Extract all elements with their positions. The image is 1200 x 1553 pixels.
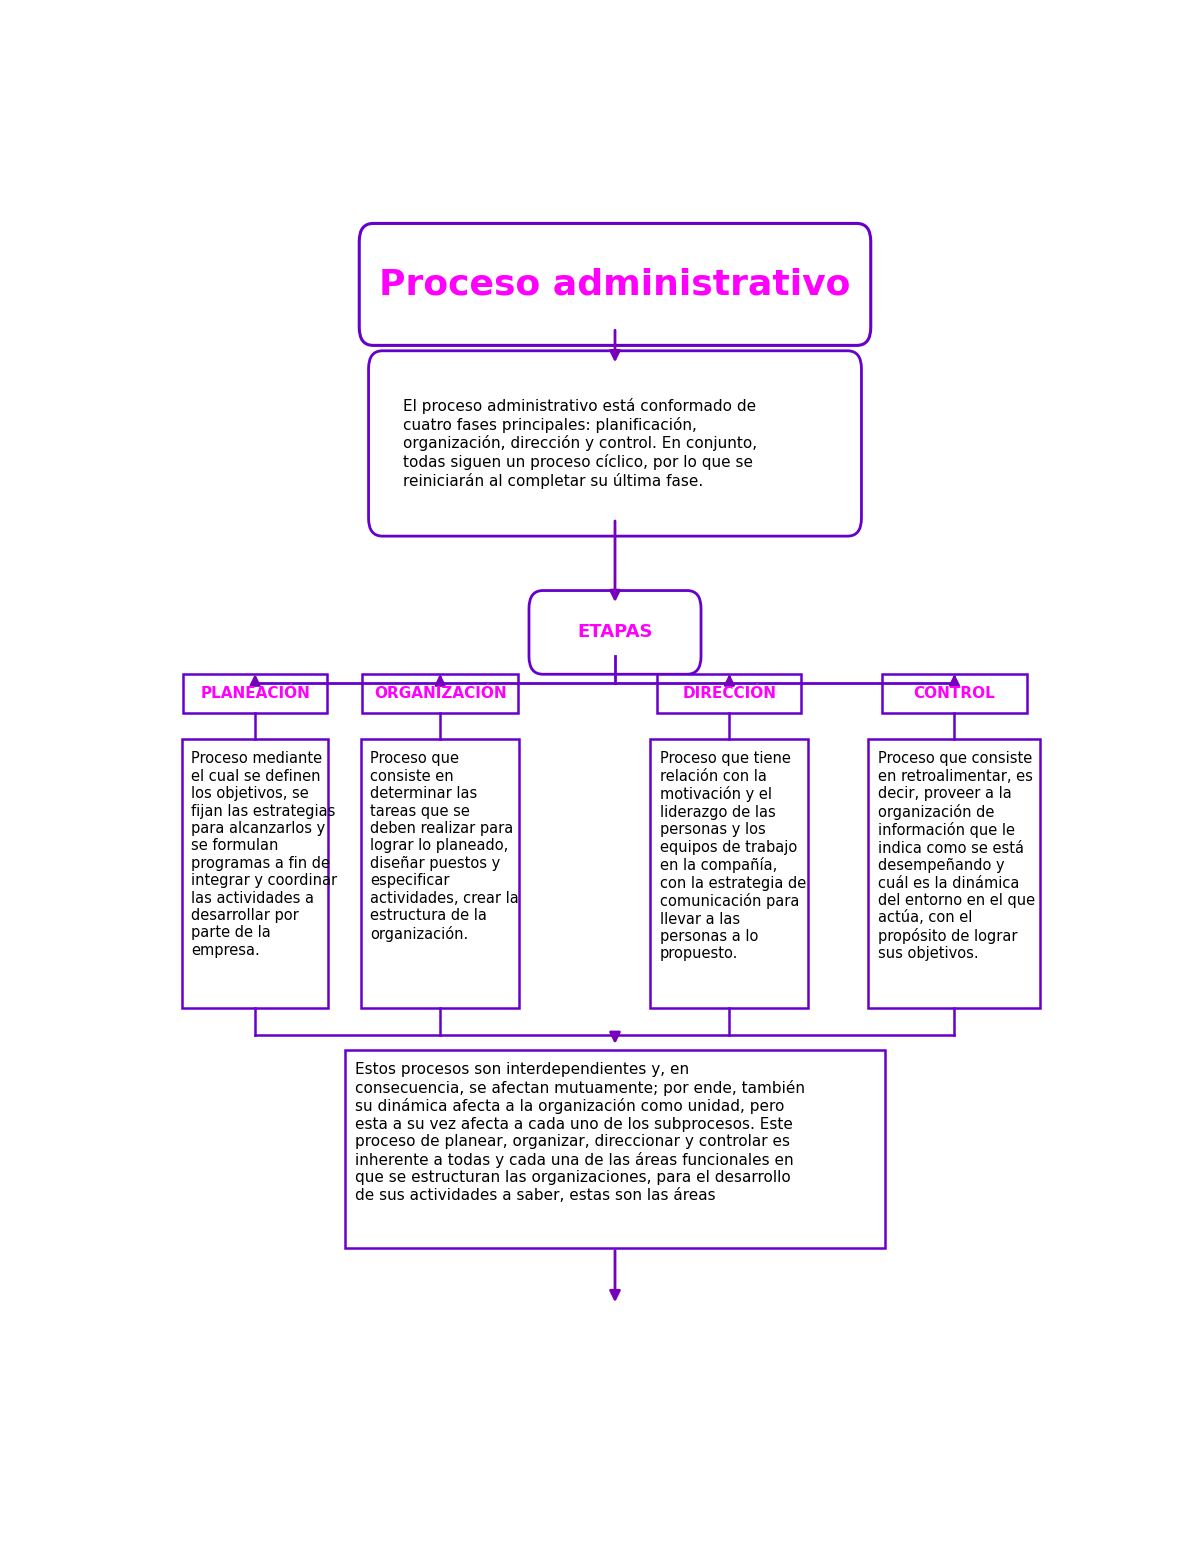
Bar (362, 674, 518, 713)
Text: Proceso que consiste
en retroalimentar, es
decir, proveer a la
organización de
i: Proceso que consiste en retroalimentar, … (877, 752, 1034, 961)
FancyBboxPatch shape (368, 351, 862, 536)
Text: Estos procesos son interdependientes y, en
consecuencia, se afectan mutuamente; : Estos procesos son interdependientes y, … (355, 1062, 805, 1202)
FancyBboxPatch shape (529, 590, 701, 674)
Bar (361, 739, 520, 1008)
Bar (869, 739, 1040, 1008)
Text: DIRECCIÓN: DIRECCIÓN (683, 686, 776, 700)
Text: PLANEACIÓN: PLANEACIÓN (200, 686, 310, 700)
Text: ETAPAS: ETAPAS (577, 623, 653, 641)
FancyBboxPatch shape (359, 224, 871, 345)
Bar (882, 674, 1026, 713)
Bar (182, 739, 328, 1008)
Text: Proceso mediante
el cual se definen
los objetivos, se
fijan las estrategias
para: Proceso mediante el cual se definen los … (191, 752, 337, 958)
Text: CONTROL: CONTROL (913, 686, 995, 700)
Text: Proceso que
consiste en
determinar las
tareas que se
deben realizar para
lograr : Proceso que consiste en determinar las t… (371, 752, 520, 941)
Text: ORGANIZACIÓN: ORGANIZACIÓN (374, 686, 506, 700)
Bar (650, 739, 809, 1008)
Text: Proceso que tiene
relación con la
motivación y el
liderazgo de las
personas y lo: Proceso que tiene relación con la motiva… (660, 752, 806, 961)
Bar (658, 674, 802, 713)
Bar (346, 1050, 884, 1247)
Bar (184, 674, 328, 713)
Text: El proceso administrativo está conformado de
cuatro fases principales: planifica: El proceso administrativo está conformad… (403, 398, 757, 489)
Text: Proceso administrativo: Proceso administrativo (379, 267, 851, 301)
